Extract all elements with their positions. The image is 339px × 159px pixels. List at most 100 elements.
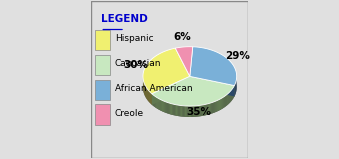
- Polygon shape: [152, 76, 190, 105]
- Polygon shape: [175, 104, 176, 116]
- Polygon shape: [182, 106, 183, 117]
- Polygon shape: [187, 106, 189, 117]
- Polygon shape: [154, 96, 155, 107]
- Text: Hispanic: Hispanic: [115, 34, 154, 43]
- Polygon shape: [224, 96, 225, 108]
- Polygon shape: [148, 90, 149, 102]
- Text: 6%: 6%: [173, 32, 191, 42]
- Polygon shape: [186, 106, 187, 117]
- Polygon shape: [220, 99, 221, 110]
- Polygon shape: [185, 106, 186, 117]
- Polygon shape: [159, 99, 160, 110]
- Polygon shape: [222, 97, 223, 109]
- Polygon shape: [197, 106, 198, 117]
- Polygon shape: [213, 102, 214, 113]
- Polygon shape: [210, 103, 211, 114]
- Polygon shape: [191, 106, 193, 117]
- Polygon shape: [232, 89, 233, 100]
- Polygon shape: [226, 94, 227, 106]
- Polygon shape: [145, 86, 146, 97]
- Bar: [95, 80, 110, 100]
- Polygon shape: [178, 105, 180, 116]
- Polygon shape: [156, 97, 157, 108]
- Polygon shape: [143, 58, 237, 117]
- Polygon shape: [173, 104, 175, 115]
- Polygon shape: [230, 91, 231, 103]
- Polygon shape: [175, 47, 193, 76]
- Polygon shape: [146, 88, 147, 99]
- Text: Caucasian: Caucasian: [115, 59, 161, 68]
- Polygon shape: [152, 94, 153, 105]
- Polygon shape: [193, 106, 194, 117]
- Polygon shape: [225, 95, 226, 107]
- Bar: [95, 30, 110, 50]
- Polygon shape: [205, 104, 206, 115]
- Bar: [95, 104, 110, 125]
- Polygon shape: [231, 89, 232, 101]
- Polygon shape: [166, 102, 167, 113]
- Polygon shape: [190, 106, 191, 117]
- Polygon shape: [149, 91, 150, 103]
- Polygon shape: [152, 76, 190, 105]
- Polygon shape: [203, 105, 204, 116]
- Polygon shape: [228, 93, 229, 105]
- Polygon shape: [208, 104, 209, 115]
- Polygon shape: [223, 97, 224, 108]
- Polygon shape: [183, 106, 185, 117]
- Polygon shape: [209, 103, 210, 114]
- Polygon shape: [170, 103, 171, 114]
- Text: 30%: 30%: [123, 60, 148, 70]
- Polygon shape: [200, 105, 202, 116]
- Polygon shape: [180, 105, 181, 116]
- Bar: [95, 55, 110, 75]
- Polygon shape: [172, 104, 173, 115]
- Polygon shape: [143, 48, 190, 94]
- Polygon shape: [150, 92, 151, 104]
- Polygon shape: [233, 87, 234, 99]
- Polygon shape: [229, 92, 230, 104]
- Polygon shape: [176, 105, 177, 116]
- Polygon shape: [160, 99, 161, 111]
- Polygon shape: [177, 105, 178, 116]
- Polygon shape: [189, 106, 190, 117]
- Polygon shape: [198, 105, 199, 117]
- Polygon shape: [199, 105, 200, 116]
- Polygon shape: [195, 106, 197, 117]
- Text: LEGEND: LEGEND: [101, 14, 147, 24]
- Polygon shape: [163, 101, 164, 112]
- Polygon shape: [171, 104, 172, 115]
- Text: 35%: 35%: [186, 107, 211, 117]
- Polygon shape: [211, 102, 213, 114]
- Polygon shape: [219, 99, 220, 111]
- Polygon shape: [204, 104, 205, 116]
- Text: 29%: 29%: [225, 51, 250, 61]
- Polygon shape: [168, 103, 170, 114]
- Polygon shape: [190, 47, 237, 86]
- Polygon shape: [202, 105, 203, 116]
- Polygon shape: [218, 100, 219, 111]
- Polygon shape: [165, 102, 166, 113]
- Polygon shape: [221, 98, 222, 110]
- Polygon shape: [162, 100, 163, 112]
- Polygon shape: [190, 76, 234, 97]
- Polygon shape: [216, 101, 217, 112]
- Text: African American: African American: [115, 84, 193, 93]
- Polygon shape: [147, 89, 148, 100]
- Polygon shape: [161, 100, 162, 111]
- Polygon shape: [157, 98, 158, 109]
- Text: Creole: Creole: [115, 109, 144, 118]
- Polygon shape: [227, 94, 228, 105]
- Polygon shape: [215, 101, 216, 112]
- Polygon shape: [194, 106, 195, 117]
- Polygon shape: [151, 93, 152, 105]
- Polygon shape: [190, 76, 234, 97]
- Polygon shape: [181, 106, 182, 117]
- Polygon shape: [164, 101, 165, 113]
- Polygon shape: [206, 104, 208, 115]
- Polygon shape: [214, 101, 215, 113]
- Polygon shape: [155, 96, 156, 108]
- Polygon shape: [167, 102, 168, 114]
- Polygon shape: [153, 94, 154, 106]
- Polygon shape: [152, 76, 234, 106]
- Polygon shape: [158, 98, 159, 110]
